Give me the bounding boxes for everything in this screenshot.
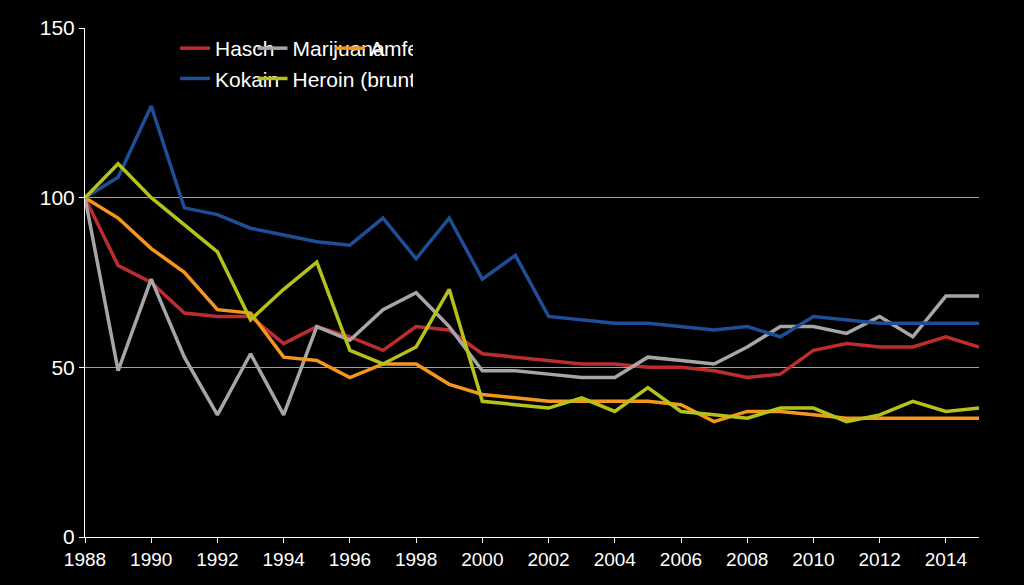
svg-text:2000: 2000 bbox=[461, 549, 503, 570]
svg-text:2012: 2012 bbox=[859, 549, 901, 570]
svg-text:Marijuana: Marijuana bbox=[292, 37, 385, 61]
svg-text:2008: 2008 bbox=[726, 549, 768, 570]
svg-text:150: 150 bbox=[40, 16, 75, 39]
svg-text:50: 50 bbox=[51, 356, 74, 379]
svg-text:Amfetamin: Amfetamin bbox=[370, 37, 413, 60]
svg-text:2006: 2006 bbox=[660, 549, 702, 570]
svg-text:1996: 1996 bbox=[329, 549, 371, 570]
svg-text:1998: 1998 bbox=[395, 549, 437, 570]
svg-text:1988: 1988 bbox=[64, 549, 106, 570]
svg-text:Heroin (brunt): Heroin (brunt) bbox=[293, 68, 414, 91]
svg-text:2002: 2002 bbox=[527, 549, 569, 570]
svg-text:Hasch: Hasch bbox=[215, 37, 275, 61]
svg-text:2004: 2004 bbox=[594, 549, 637, 570]
svg-text:1992: 1992 bbox=[196, 549, 238, 570]
svg-text:1994: 1994 bbox=[263, 549, 306, 570]
svg-text:1990: 1990 bbox=[130, 549, 172, 570]
svg-text:2010: 2010 bbox=[792, 549, 834, 570]
svg-text:Kokain: Kokain bbox=[215, 67, 280, 91]
svg-text:0: 0 bbox=[63, 525, 75, 548]
svg-text:2014: 2014 bbox=[925, 549, 968, 570]
svg-text:100: 100 bbox=[40, 186, 75, 209]
